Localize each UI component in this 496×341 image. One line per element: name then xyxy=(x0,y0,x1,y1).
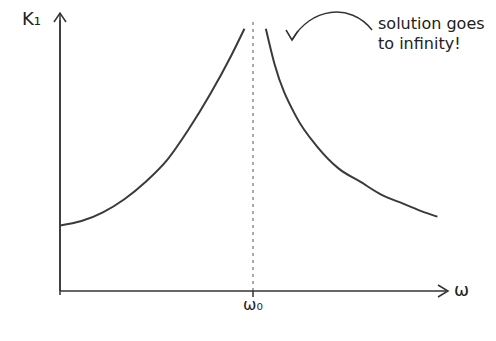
svg-text:ω₀: ω₀ xyxy=(243,295,263,314)
html-text:K₁: K₁ xyxy=(22,8,41,29)
html-text:ω: ω xyxy=(454,279,470,300)
html-text:solution goes to infinity!: solution goes to infinity! xyxy=(378,14,485,53)
